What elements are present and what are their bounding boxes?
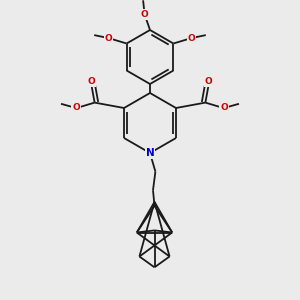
- Text: O: O: [88, 77, 95, 86]
- Text: O: O: [141, 10, 148, 19]
- Text: N: N: [146, 148, 154, 158]
- Text: O: O: [188, 34, 195, 43]
- Text: O: O: [72, 103, 80, 112]
- Text: O: O: [105, 34, 112, 43]
- Text: O: O: [220, 103, 228, 112]
- Text: O: O: [205, 77, 212, 86]
